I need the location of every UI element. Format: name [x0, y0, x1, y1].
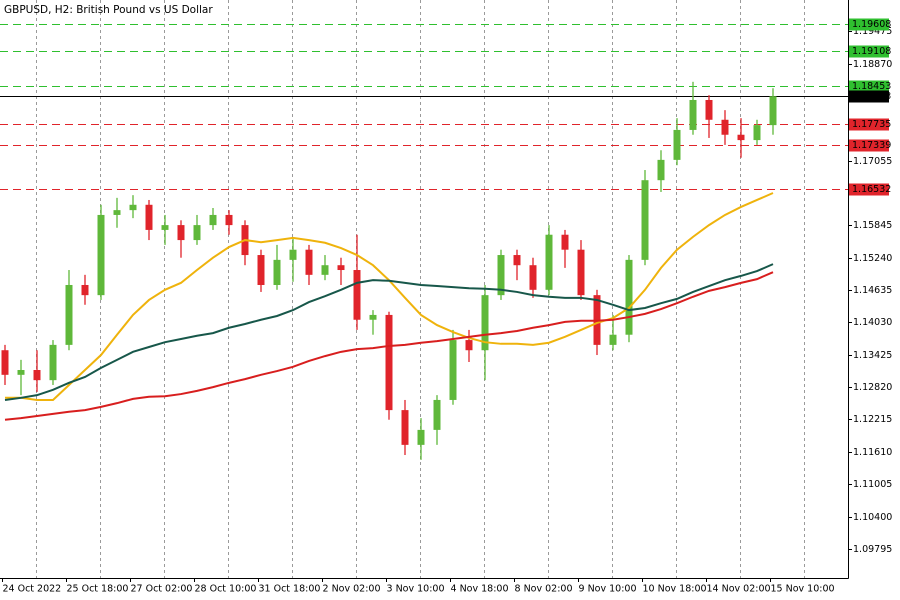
candle-body	[481, 295, 489, 351]
y-tick-label: 1.18870	[853, 59, 892, 70]
candle-body	[721, 119, 729, 135]
candle-body	[449, 340, 457, 400]
price-level-label: 1.18263	[852, 91, 891, 102]
candle-body	[1, 350, 9, 375]
x-tick-label: 8 Nov 02:00	[515, 584, 573, 595]
y-tick-label: 1.11005	[853, 479, 892, 490]
candle-body	[625, 259, 633, 335]
x-tick-label: 4 Nov 18:00	[451, 584, 509, 595]
candle-body	[209, 214, 217, 226]
candle-body	[65, 284, 73, 345]
x-tick-label: 27 Oct 02:00	[131, 584, 193, 595]
candle-body	[289, 249, 297, 260]
x-tick-label: 10 Nov 18:00	[643, 584, 707, 595]
candle-body	[705, 99, 713, 120]
candle-body	[513, 255, 521, 266]
candle-body	[305, 249, 313, 275]
candle-body	[769, 96, 777, 126]
moving-average-line	[4, 271, 774, 421]
x-tick-label: 31 Oct 18:00	[259, 584, 321, 595]
price-level-label: 1.19608	[852, 19, 891, 30]
x-tick-label: 2 Nov 02:00	[323, 584, 381, 595]
candle-body	[545, 234, 553, 290]
price-level-box	[849, 90, 889, 103]
candle-body	[689, 99, 697, 130]
x-tick-label: 14 Nov 02:00	[707, 584, 771, 595]
x-tick-label: 28 Oct 10:00	[195, 584, 257, 595]
candle-body	[497, 255, 505, 296]
y-tick-label: 1.11610	[853, 447, 892, 458]
price-level-label: 1.19108	[852, 46, 891, 57]
y-tick-label: 1.09795	[853, 544, 892, 555]
candle-body	[577, 249, 585, 296]
candle-body	[225, 214, 233, 226]
candle-body	[113, 210, 121, 215]
candle-body	[81, 284, 89, 296]
y-tick-label: 1.15845	[853, 220, 892, 231]
candle-body	[753, 125, 761, 141]
y-tick-label: 1.15240	[853, 253, 892, 264]
candle-body	[369, 314, 377, 320]
candle-body	[529, 265, 537, 290]
x-tick-label: 15 Nov 10:00	[771, 584, 835, 595]
price-level-box	[849, 183, 889, 196]
x-tick-label: 24 Oct 2022	[3, 584, 62, 595]
candle-body	[161, 225, 169, 230]
y-tick-label: 1.13425	[853, 350, 892, 361]
candle-body	[465, 340, 473, 351]
candle-body	[49, 344, 57, 381]
x-tick-label: 3 Nov 10:00	[387, 584, 445, 595]
price-level-box	[849, 45, 889, 58]
y-tick-label: 1.17055	[853, 156, 892, 167]
candle-body	[321, 265, 329, 275]
candle-body	[561, 234, 569, 250]
price-level-box	[849, 18, 889, 31]
candle-body	[273, 259, 281, 285]
x-tick-label: 25 Oct 18:00	[67, 584, 129, 595]
candle-body	[433, 399, 441, 430]
candle-body	[353, 270, 361, 320]
candle-body	[97, 214, 105, 296]
candle-body	[657, 159, 665, 181]
candle-body	[401, 410, 409, 445]
y-tick-label: 1.10400	[853, 512, 892, 523]
candle-body	[129, 204, 137, 211]
price-level-label: 1.17339	[852, 140, 891, 151]
candle-body	[177, 225, 185, 241]
y-tick-label: 1.12820	[853, 382, 892, 393]
candle-body	[33, 370, 41, 381]
candle-body	[417, 429, 425, 445]
price-level-label: 1.16532	[852, 184, 891, 195]
price-level-box	[849, 80, 889, 93]
price-level-box	[849, 118, 889, 131]
candle-body	[673, 129, 681, 160]
candle-body	[609, 334, 617, 345]
price-level-label: 1.18453	[852, 81, 891, 92]
moving-average-line	[4, 263, 774, 401]
candle-body	[737, 134, 745, 141]
x-tick-label: 9 Nov 10:00	[579, 584, 637, 595]
chart-title: GBPUSD, H2: British Pound vs US Dollar	[4, 4, 213, 16]
price-level-label: 1.17735	[852, 119, 891, 130]
y-tick-label: 1.14635	[853, 285, 892, 296]
candle-body	[337, 265, 345, 271]
price-level-box	[849, 139, 889, 152]
y-tick-label: 1.19475	[853, 26, 892, 37]
y-tick-label: 1.12215	[853, 414, 892, 425]
candle-body	[257, 255, 265, 285]
candle-body	[193, 225, 201, 241]
candle-body	[17, 370, 25, 375]
candle-body	[385, 314, 393, 411]
candle-body	[641, 180, 649, 260]
candle-body	[145, 204, 153, 230]
y-tick-label: 1.14030	[853, 317, 892, 328]
